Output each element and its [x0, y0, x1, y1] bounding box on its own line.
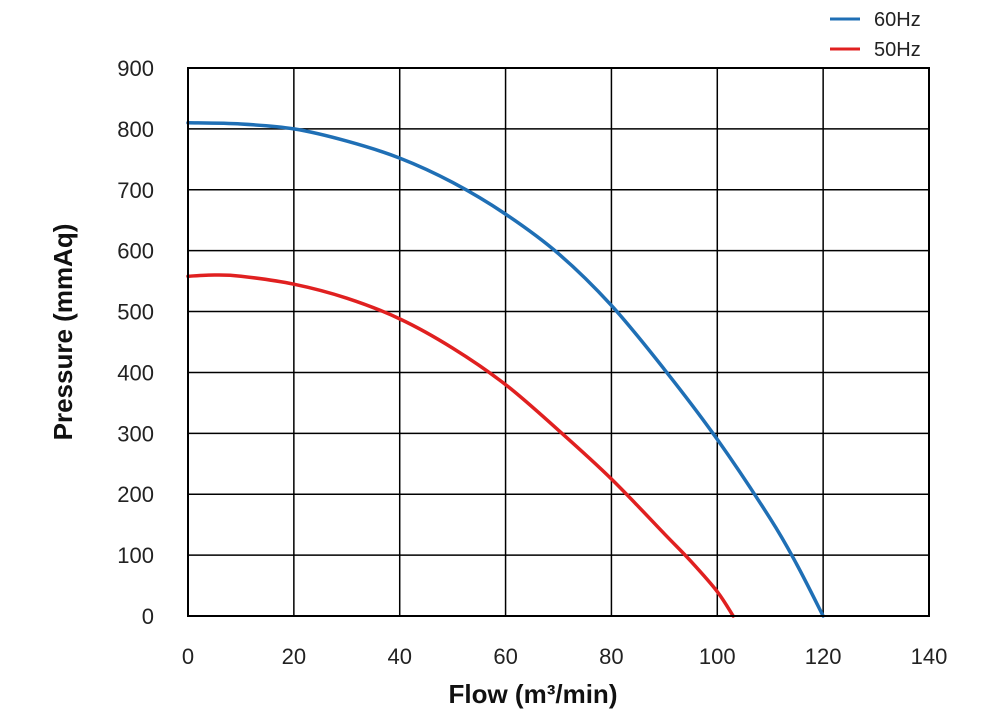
series-line-60hz — [186, 121, 825, 618]
y-tick-label: 100 — [117, 543, 154, 568]
y-tick-label: 0 — [142, 604, 154, 629]
x-tick-label: 0 — [182, 644, 194, 669]
plot-frame — [187, 67, 930, 617]
x-axis-title: Flow (m³/min) — [449, 679, 618, 709]
y-tick-label: 400 — [117, 360, 154, 385]
legend-label-60hz: 60Hz — [874, 9, 921, 31]
legend: 60Hz 50Hz — [830, 9, 921, 61]
y-tick-label: 200 — [117, 482, 154, 507]
series-line-50hz — [186, 273, 735, 618]
series-layer — [186, 121, 825, 618]
y-tick-label: 500 — [117, 300, 154, 325]
y-axis-title: Pressure (mmAq) — [48, 224, 78, 441]
grid — [187, 67, 930, 617]
x-tick-label: 20 — [282, 644, 306, 669]
x-tick-label: 140 — [911, 644, 948, 669]
x-tick-label: 100 — [699, 644, 736, 669]
y-tick-label: 900 — [117, 56, 154, 81]
x-tick-label: 60 — [493, 644, 517, 669]
legend-label-50hz: 50Hz — [874, 39, 921, 61]
x-tick-label: 40 — [387, 644, 411, 669]
tick-labels: 0 20 40 60 80 100 120 140 0 100 200 300 400 500 600 700… — [117, 56, 947, 669]
y-tick-label: 700 — [117, 178, 154, 203]
x-tick-label: 120 — [805, 644, 842, 669]
y-tick-label: 300 — [117, 421, 154, 446]
y-tick-label: 800 — [117, 117, 154, 142]
y-tick-label: 600 — [117, 239, 154, 264]
x-tick-label: 80 — [599, 644, 623, 669]
